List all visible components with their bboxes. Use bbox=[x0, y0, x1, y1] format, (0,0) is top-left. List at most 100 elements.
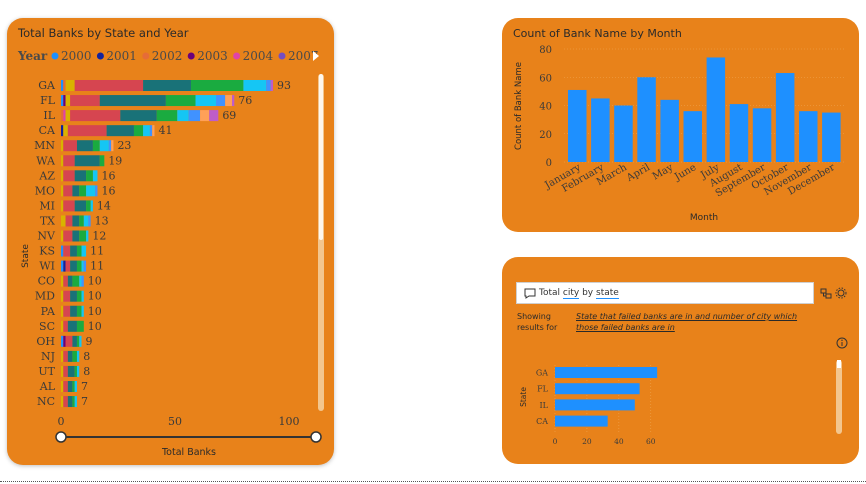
range-slider-end-handle[interactable] bbox=[310, 431, 322, 443]
settings-gear-icon[interactable] bbox=[835, 287, 847, 299]
stacked-bar-segment[interactable] bbox=[106, 125, 134, 137]
stacked-bar-segment[interactable] bbox=[83, 260, 87, 272]
stacked-bar-segment[interactable] bbox=[74, 170, 87, 182]
stacked-bar-segment[interactable] bbox=[76, 365, 80, 377]
stacked-bar-segment[interactable] bbox=[120, 110, 157, 122]
stacked-bar-segment[interactable] bbox=[61, 365, 64, 377]
month-bar[interactable] bbox=[614, 105, 633, 163]
stacked-bar-segment[interactable] bbox=[63, 200, 75, 212]
turn-into-visual-icon[interactable] bbox=[820, 287, 832, 299]
stacked-bar-segment[interactable] bbox=[81, 245, 87, 257]
month-bar[interactable] bbox=[637, 77, 656, 162]
stacked-bar-segment[interactable] bbox=[61, 95, 64, 107]
stacked-bar-segment[interactable] bbox=[190, 80, 244, 91]
stacked-bar-segment[interactable] bbox=[72, 381, 75, 392]
stacked-bar-segment[interactable] bbox=[225, 95, 232, 107]
stacked-bar-segment[interactable] bbox=[67, 396, 73, 408]
month-bar[interactable] bbox=[822, 112, 841, 162]
stacked-bar-segment[interactable] bbox=[72, 275, 80, 287]
stacked-bar-segment[interactable] bbox=[79, 275, 82, 287]
range-slider-start-handle[interactable] bbox=[55, 431, 67, 443]
stacked-bar-segment[interactable] bbox=[67, 350, 73, 362]
month-bar[interactable] bbox=[729, 104, 749, 162]
stacked-bar-segment[interactable] bbox=[61, 260, 64, 272]
stacked-bar-segment[interactable] bbox=[67, 275, 73, 287]
stacked-bar-segment[interactable] bbox=[76, 305, 82, 317]
info-icon[interactable] bbox=[836, 337, 848, 349]
stacked-bar-segment[interactable] bbox=[79, 230, 87, 242]
stacked-bar-segment[interactable] bbox=[63, 155, 75, 167]
qna-input[interactable]: Total city by state bbox=[516, 282, 814, 304]
stacked-bar-segment[interactable] bbox=[209, 110, 219, 122]
stacked-bar-segment[interactable] bbox=[76, 350, 80, 362]
stacked-bar-segment[interactable] bbox=[92, 170, 98, 182]
stacked-bar-segment[interactable] bbox=[61, 230, 64, 242]
stacked-bar-segment[interactable] bbox=[63, 275, 68, 287]
stacked-bar-segment[interactable] bbox=[270, 80, 274, 91]
stacked-bar-segment[interactable] bbox=[63, 365, 68, 377]
stacked-bar-segment[interactable] bbox=[177, 110, 189, 122]
stacked-bar-segment[interactable] bbox=[81, 290, 84, 302]
stacked-bar-segment[interactable] bbox=[149, 125, 153, 137]
stacked-bar-segment[interactable] bbox=[63, 80, 66, 91]
stacked-bar-segment[interactable] bbox=[65, 80, 75, 91]
stacked-bar-segment[interactable] bbox=[67, 365, 75, 377]
stacked-bar-segment[interactable] bbox=[63, 290, 71, 302]
stacked-bar-segment[interactable] bbox=[111, 140, 114, 152]
stacked-bar-segment[interactable] bbox=[79, 335, 82, 347]
stacked-bar-segment[interactable] bbox=[70, 305, 77, 317]
stacked-bar-segment[interactable] bbox=[86, 185, 96, 197]
stacked-bar-segment[interactable] bbox=[70, 290, 77, 302]
stacked-bar-segment[interactable] bbox=[63, 320, 68, 332]
stacked-bar-segment[interactable] bbox=[61, 350, 64, 362]
stacked-bar-segment[interactable] bbox=[61, 155, 64, 167]
stacked-bar-segment[interactable] bbox=[232, 95, 235, 107]
stacked-bar-segment[interactable] bbox=[61, 125, 64, 137]
stacked-bar-segment[interactable] bbox=[108, 140, 112, 152]
stacked-bar-segment[interactable] bbox=[156, 110, 178, 122]
month-bar[interactable] bbox=[660, 99, 679, 162]
stacked-bar-segment[interactable] bbox=[86, 200, 91, 212]
stacked-bar-segment[interactable] bbox=[61, 290, 64, 302]
month-bar[interactable] bbox=[799, 111, 818, 162]
stacked-bar-segment[interactable] bbox=[76, 335, 80, 347]
month-bar[interactable] bbox=[752, 108, 772, 162]
stacked-bar-segment[interactable] bbox=[152, 125, 155, 137]
stacked-bar-segment[interactable] bbox=[143, 80, 191, 91]
stacked-bar-segment[interactable] bbox=[63, 350, 68, 362]
stacked-bar-segment[interactable] bbox=[216, 95, 226, 107]
stacked-bar-segment[interactable] bbox=[61, 80, 64, 91]
legend-year-label[interactable]: 2001 bbox=[106, 49, 137, 63]
stacked-bar-segment[interactable] bbox=[61, 140, 64, 152]
stacked-bar-segment[interactable] bbox=[67, 381, 73, 392]
stacked-bar-segment[interactable] bbox=[266, 80, 271, 91]
stacked-bar-segment[interactable] bbox=[61, 335, 64, 347]
stacked-bar-segment[interactable] bbox=[143, 125, 150, 137]
stacked-bar-segment[interactable] bbox=[99, 140, 109, 152]
stacked-bar-segment[interactable] bbox=[88, 215, 91, 227]
stacked-bar-segment[interactable] bbox=[72, 350, 77, 362]
qna-bar[interactable] bbox=[555, 383, 640, 395]
stacked-bar-segment[interactable] bbox=[86, 230, 89, 242]
stacked-bar-segment[interactable] bbox=[76, 320, 84, 332]
stacked-bar-segment[interactable] bbox=[65, 95, 71, 107]
stacked-bar-segment[interactable] bbox=[61, 200, 64, 212]
stacked-bar-segment[interactable] bbox=[74, 396, 77, 408]
stacked-bar-segment[interactable] bbox=[72, 230, 80, 242]
stacked-bar-segment[interactable] bbox=[70, 95, 100, 107]
stacked-bar-segment[interactable] bbox=[67, 320, 77, 332]
stacked-bar-segment[interactable] bbox=[63, 110, 66, 122]
qna-bar[interactable] bbox=[555, 399, 635, 411]
stacked-bar-segment[interactable] bbox=[70, 110, 121, 122]
stacked-bar-segment[interactable] bbox=[61, 381, 64, 392]
stacked-bar-segment[interactable] bbox=[74, 381, 77, 392]
stacked-bar-segment[interactable] bbox=[195, 95, 217, 107]
stacked-bar-segment[interactable] bbox=[165, 95, 196, 107]
left-scrollbar-thumb[interactable] bbox=[319, 74, 323, 240]
legend-year-label[interactable]: 2000 bbox=[61, 49, 92, 63]
stacked-bar-segment[interactable] bbox=[61, 275, 64, 287]
stacked-bar-segment[interactable] bbox=[92, 140, 100, 152]
stacked-bar-segment[interactable] bbox=[63, 125, 68, 137]
stacked-bar-segment[interactable] bbox=[72, 335, 77, 347]
stacked-bar-segment[interactable] bbox=[133, 125, 144, 137]
